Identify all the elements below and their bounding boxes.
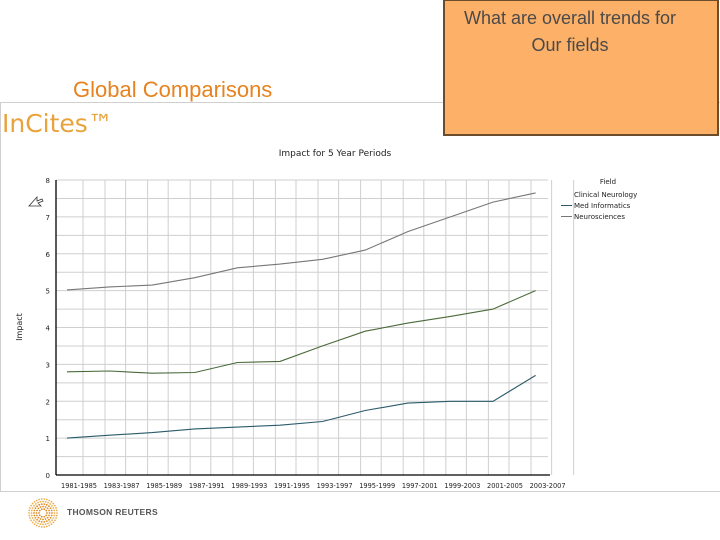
incites-frame <box>0 102 720 492</box>
callout-box <box>443 0 719 136</box>
svg-text:1981-1985: 1981-1985 <box>61 482 97 490</box>
chart-legend: Field Clinical Neurology Med Informatics Ne… <box>561 178 637 221</box>
chart-title: Impact for 5 Year Periods <box>279 149 392 159</box>
svg-text:1991-1995: 1991-1995 <box>274 482 310 490</box>
svg-text:4: 4 <box>46 325 51 333</box>
svg-text:Field: Field <box>600 178 616 186</box>
svg-text:1997-2001: 1997-2001 <box>402 482 438 490</box>
svg-text:2: 2 <box>46 398 50 406</box>
svg-text:1993-1997: 1993-1997 <box>317 482 353 490</box>
slide-title: Global Comparisons <box>73 77 273 102</box>
svg-text:1999-2003: 1999-2003 <box>444 482 480 490</box>
svg-text:1: 1 <box>46 435 50 443</box>
footer-brand: THOMSON REUTERS <box>67 507 158 517</box>
svg-text:7: 7 <box>46 214 50 222</box>
svg-text:Neurosciences: Neurosciences <box>574 213 625 221</box>
y-axis-label: Impact <box>15 313 24 341</box>
callout-text: What are overall trends for Our fields <box>420 5 720 59</box>
svg-text:1987-1991: 1987-1991 <box>189 482 225 490</box>
callout-line-1: What are overall trends for <box>463 8 677 28</box>
chart-series <box>66 192 536 439</box>
svg-text:Clinical Neurology: Clinical Neurology <box>574 191 637 199</box>
svg-text:1983-1987: 1983-1987 <box>104 482 140 490</box>
svg-text:1989-1993: 1989-1993 <box>231 482 267 490</box>
chart-grid <box>56 179 575 475</box>
svg-text:1995-1999: 1995-1999 <box>359 482 395 490</box>
svg-text:8: 8 <box>46 177 50 185</box>
callout-line-2: Our fields <box>531 35 609 55</box>
thomson-reuters-logo-icon <box>28 498 58 528</box>
x-axis-ticks: 1981-1985 1983-1987 1985-1989 1987-1991 1989… <box>61 482 566 490</box>
svg-text:5: 5 <box>46 288 50 296</box>
incites-logo: InCites™ <box>2 109 113 138</box>
svg-text:Med Informatics: Med Informatics <box>574 202 631 210</box>
svg-text:0: 0 <box>46 472 50 480</box>
cursor-icon <box>28 195 44 207</box>
svg-text:1985-1989: 1985-1989 <box>146 482 182 490</box>
svg-text:3: 3 <box>46 361 50 369</box>
svg-text:2003-2007: 2003-2007 <box>530 482 566 490</box>
y-axis-ticks: 0 1 2 3 4 5 6 7 8 <box>46 177 51 480</box>
svg-text:2001-2005: 2001-2005 <box>487 482 523 490</box>
svg-text:6: 6 <box>46 251 51 259</box>
